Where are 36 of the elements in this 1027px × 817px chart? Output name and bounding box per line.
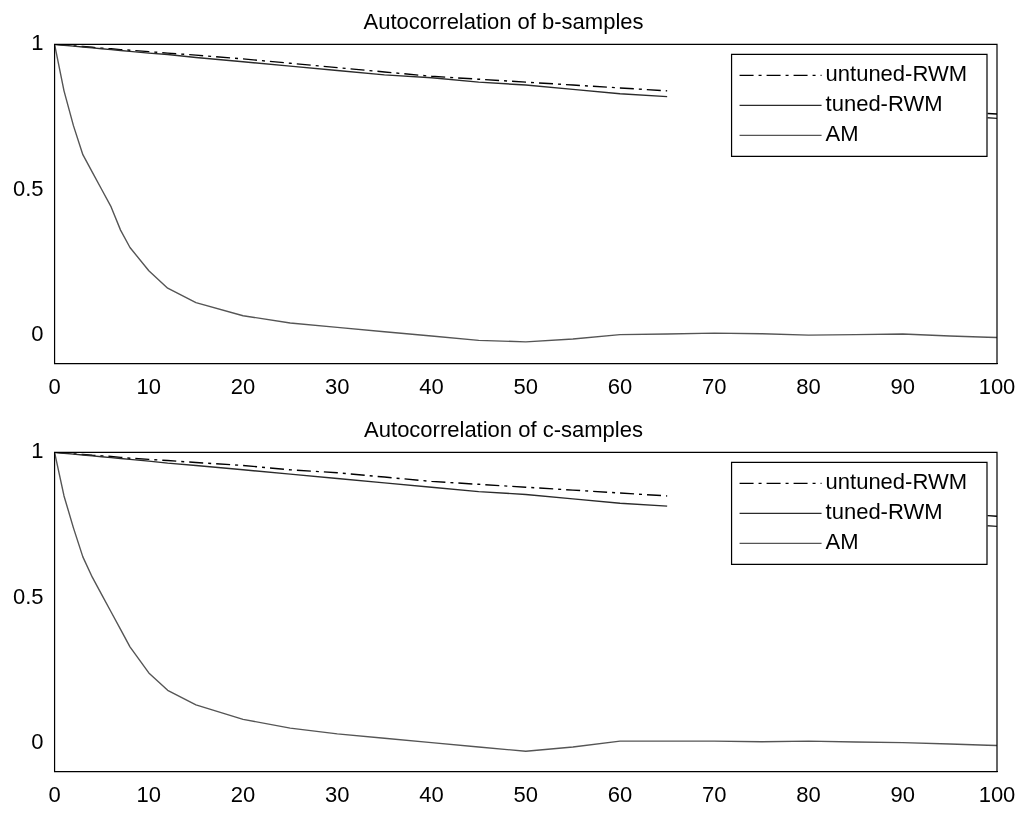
x-tick-label: 40 [419, 373, 444, 399]
legend-label: untuned-RWM [825, 469, 968, 495]
x-tick-label: 80 [796, 781, 821, 807]
x-tick-label: 60 [607, 373, 633, 399]
y-tick-label: 0 [31, 728, 44, 754]
x-tick-label: 100 [978, 373, 1016, 399]
x-tick-label: 0 [48, 781, 61, 807]
y-tick-label: 0 [31, 320, 44, 346]
series-label: tuned-RWM [825, 499, 943, 525]
x-tick-label: 50 [513, 781, 539, 807]
x-tick-label: 30 [325, 373, 350, 399]
series-label: tuned-RWM [825, 91, 943, 117]
x-tick-label: 20 [230, 373, 256, 399]
legend-label: AM [825, 121, 859, 147]
chart-title: Autocorrelation of b-samples [363, 9, 644, 35]
x-tick-label: 90 [890, 781, 915, 807]
x-tick-label: 70 [702, 781, 727, 807]
x-tick-label: 0 [48, 373, 61, 399]
x-tick-label: 100 [978, 781, 1016, 807]
y-tick-label: 1 [31, 438, 44, 464]
x-tick-label: 50 [513, 373, 539, 399]
legend-label: untuned-RWM [825, 61, 968, 87]
x-tick-label: 10 [136, 781, 162, 807]
legend-label: AM [825, 529, 859, 555]
x-tick-label: 80 [796, 373, 821, 399]
x-tick-label: 70 [702, 373, 727, 399]
x-tick-label: 20 [230, 781, 256, 807]
x-tick-label: 10 [136, 373, 162, 399]
x-tick-label: 90 [890, 373, 915, 399]
x-tick-label: 30 [325, 781, 350, 807]
chart-title: Autocorrelation of c-samples [364, 417, 643, 443]
y-tick-label: 1 [31, 30, 44, 56]
x-tick-label: 60 [607, 781, 633, 807]
y-tick-label: 0.5 [12, 583, 44, 609]
y-tick-label: 0.5 [12, 175, 44, 201]
x-tick-label: 40 [419, 781, 444, 807]
